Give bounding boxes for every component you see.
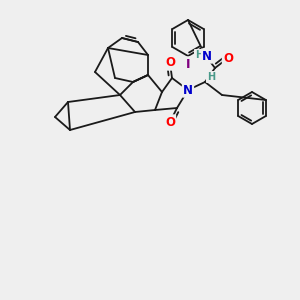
Text: O: O [165, 56, 175, 70]
Text: H: H [195, 50, 203, 60]
Text: H: H [207, 72, 215, 82]
Text: H: H [201, 50, 209, 60]
Text: I: I [186, 58, 190, 70]
Text: O: O [165, 116, 175, 128]
Text: O: O [223, 52, 233, 64]
Text: N: N [202, 50, 212, 62]
Text: N: N [183, 83, 193, 97]
